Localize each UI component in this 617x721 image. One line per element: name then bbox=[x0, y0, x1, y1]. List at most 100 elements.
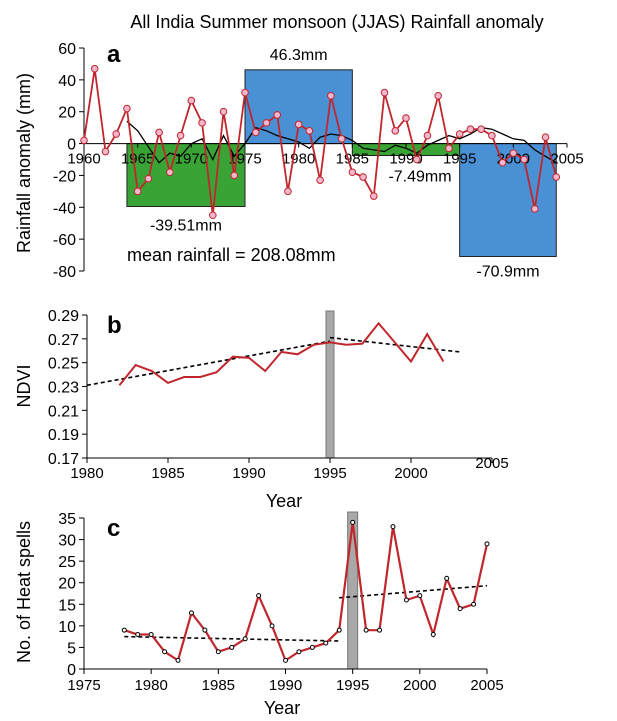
anomaly-point bbox=[552, 173, 561, 181]
period-bar-label: -39.51mm bbox=[150, 218, 222, 235]
y-tick-label-b: 0.17 bbox=[48, 451, 79, 468]
x-tick-label-a: 2005 bbox=[550, 151, 583, 168]
anomaly-point bbox=[455, 130, 464, 138]
anomaly-point bbox=[412, 155, 421, 164]
anomaly-point bbox=[509, 149, 518, 157]
heat-spell-point bbox=[484, 541, 490, 547]
period-bar bbox=[126, 143, 246, 208]
x-tick-label-c: 1995 bbox=[336, 677, 369, 694]
anomaly-point bbox=[305, 127, 314, 135]
series-b bbox=[86, 321, 460, 387]
anomaly-point bbox=[445, 144, 453, 153]
heat-spell-point bbox=[471, 601, 477, 607]
anomaly-point bbox=[133, 187, 142, 196]
heat-spell-point bbox=[377, 627, 383, 633]
anomaly-point bbox=[284, 187, 292, 196]
heat-spell-point bbox=[336, 627, 342, 633]
y-axis-label-c: No. of Heat spells bbox=[14, 521, 34, 663]
y-tick-label-a: 20 bbox=[58, 105, 76, 122]
anomaly-point bbox=[209, 211, 217, 220]
anomaly-point bbox=[337, 134, 346, 143]
period-bar-label: 46.3mm bbox=[270, 47, 328, 64]
heat-spell-point bbox=[390, 524, 396, 530]
ndvi-line bbox=[118, 321, 445, 386]
x-tick-label-c: 1990 bbox=[269, 677, 302, 694]
heat-spell-point bbox=[350, 519, 356, 525]
anomaly-point bbox=[251, 128, 260, 137]
heat-spell-point bbox=[135, 631, 141, 637]
heat-spell-point bbox=[229, 644, 235, 650]
anomaly-point bbox=[391, 127, 400, 135]
x-tick-label-a: 1995 bbox=[443, 151, 476, 168]
anomaly-point bbox=[219, 107, 228, 116]
anomaly-point bbox=[498, 158, 507, 167]
y-tick-label-c: 35 bbox=[58, 511, 76, 528]
anomaly-point bbox=[155, 128, 163, 137]
series-a bbox=[80, 64, 561, 220]
anomaly-point bbox=[370, 192, 378, 200]
year-marker-bar bbox=[325, 310, 335, 459]
heat-spell-point bbox=[148, 631, 154, 637]
heat-spell-point bbox=[403, 597, 409, 603]
anomaly-point bbox=[434, 91, 443, 100]
anomaly-point bbox=[166, 168, 174, 177]
anomaly-point bbox=[294, 120, 303, 129]
x-tick-label-a: 1960 bbox=[67, 151, 100, 168]
anomaly-point bbox=[541, 133, 550, 141]
y-axis-label-a: Rainfall anomaly (mm) bbox=[14, 73, 34, 253]
x-tick-label-b: 2005 bbox=[475, 455, 508, 472]
x-tick-label-a: 1985 bbox=[336, 151, 369, 168]
y-tick-label-b: 0.19 bbox=[48, 427, 79, 444]
anomaly-point bbox=[466, 125, 475, 134]
heat-spell-point bbox=[188, 610, 194, 616]
y-tick-label-c: 15 bbox=[58, 597, 76, 614]
heat-spell-point bbox=[162, 649, 168, 655]
anomaly-point bbox=[380, 88, 389, 97]
x-axis-label-c: Year bbox=[264, 698, 300, 718]
heat-spell-point bbox=[309, 644, 315, 650]
y-tick-label-a: 60 bbox=[58, 41, 76, 58]
y-tick-label-b: 0.27 bbox=[48, 332, 79, 349]
y-tick-label-a: -20 bbox=[53, 168, 76, 185]
anomaly-point bbox=[187, 96, 196, 105]
heat-spell-point bbox=[283, 657, 288, 663]
y-tick-label-c: 0 bbox=[67, 662, 76, 679]
heat-spell-point bbox=[444, 575, 450, 581]
anomaly-point bbox=[123, 104, 131, 113]
period-bar-label: -7.49mm bbox=[388, 169, 451, 186]
panel-a-letter: a bbox=[107, 41, 121, 68]
anomaly-point bbox=[90, 64, 99, 73]
heat-spell-point bbox=[215, 649, 221, 655]
heat-spell-point bbox=[296, 649, 302, 655]
x-axis-label-b: Year bbox=[266, 491, 302, 511]
heat-spell-point bbox=[269, 623, 275, 629]
y-tick-label-c: 20 bbox=[58, 576, 76, 593]
anomaly-point bbox=[241, 88, 249, 97]
period-bar bbox=[459, 143, 557, 258]
panel-b-letter: b bbox=[107, 312, 122, 339]
x-tick-label-c: 1975 bbox=[67, 677, 100, 694]
heat-spells-line bbox=[123, 522, 489, 663]
anomaly-point bbox=[262, 119, 271, 127]
anomaly-point bbox=[402, 114, 410, 122]
year-marker-bar bbox=[347, 511, 359, 670]
anomaly-point bbox=[198, 119, 206, 127]
anomaly-point bbox=[112, 130, 120, 138]
heat-spell-point bbox=[457, 606, 463, 612]
trend-line-c bbox=[124, 635, 340, 642]
panel-a: a -39.51mm 46.3mm -7.49mm -70.9mm 60 40 20 0 -2… bbox=[14, 41, 584, 281]
heat-spell-point bbox=[175, 657, 181, 663]
x-tick-label-b: 2000 bbox=[394, 465, 427, 482]
x-tick-label-a: 1980 bbox=[282, 151, 315, 168]
anomaly-point bbox=[327, 91, 335, 100]
anomaly-point bbox=[359, 173, 367, 181]
period-bar bbox=[244, 69, 353, 145]
y-tick-label-c: 10 bbox=[58, 619, 76, 636]
heat-spell-point bbox=[430, 631, 436, 637]
y-tick-label-b: 0.21 bbox=[48, 403, 79, 420]
x-tick-label-c: 1980 bbox=[134, 677, 167, 694]
anomaly-point bbox=[316, 176, 324, 185]
